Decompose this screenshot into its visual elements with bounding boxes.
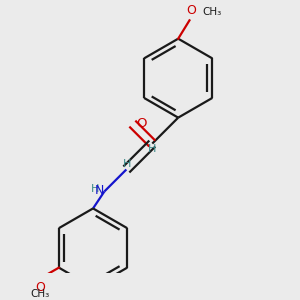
Text: CH₃: CH₃	[31, 290, 50, 299]
Text: H: H	[123, 159, 132, 169]
Text: CH₃: CH₃	[202, 7, 221, 17]
Text: H: H	[148, 144, 156, 154]
Text: H: H	[91, 184, 99, 194]
Text: N: N	[94, 184, 104, 197]
Text: O: O	[136, 117, 147, 130]
Text: O: O	[36, 281, 46, 294]
Text: O: O	[186, 4, 196, 17]
